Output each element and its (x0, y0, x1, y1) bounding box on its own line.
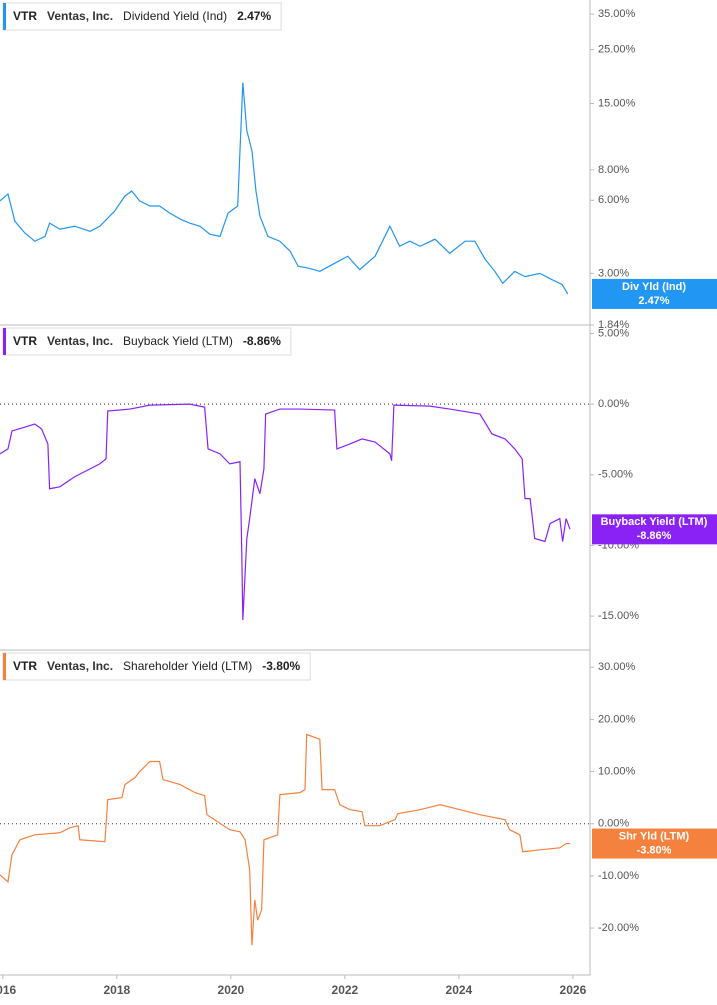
x-tick-label: 2026 (560, 983, 587, 997)
value-box (592, 278, 717, 309)
legend-value: 2.47% (237, 9, 271, 23)
value-box-name: Shr Yld (LTM) (619, 830, 690, 842)
y-tick-label: -20.00% (598, 922, 639, 934)
y-tick-label: 5.00% (598, 327, 629, 339)
y-tick-label: -5.00% (598, 469, 633, 481)
legend-company: Ventas, Inc. (47, 659, 113, 673)
value-box (592, 514, 717, 545)
value-box-value: 2.47% (638, 295, 669, 307)
legend-ticker: VTR (13, 334, 37, 348)
y-tick-label: -15.00% (598, 610, 639, 622)
legend-title: Shareholder Yield (LTM) (123, 659, 252, 673)
y-tick-label: 20.00% (598, 713, 636, 725)
legend-ticker: VTR (13, 659, 37, 673)
value-box-name: Div Yld (Ind) (622, 281, 686, 293)
x-tick-label: 2024 (446, 983, 473, 997)
y-tick-label: 6.00% (598, 194, 629, 206)
y-tick-label: 35.00% (598, 8, 636, 20)
legend-color-bar (3, 3, 6, 30)
series-line (0, 733, 571, 946)
value-box-value: -3.80% (637, 844, 672, 856)
legend-company: Ventas, Inc. (47, 334, 113, 348)
legend-value: -3.80% (262, 659, 300, 673)
value-box-value: -8.86% (637, 530, 672, 542)
y-tick-label: 3.00% (598, 267, 629, 279)
value-box (592, 828, 717, 859)
series-line (0, 82, 569, 295)
x-tick-label: 2020 (218, 983, 245, 997)
legend-color-bar (3, 653, 6, 680)
x-tick-label: 2022 (332, 983, 359, 997)
legend-ticker: VTR (13, 9, 37, 23)
value-box-name: Buyback Yield (LTM) (601, 516, 708, 528)
y-tick-label: 25.00% (598, 44, 636, 56)
legend-title: Buyback Yield (LTM) (123, 334, 233, 348)
y-tick-label: 30.00% (598, 661, 636, 673)
legend-color-bar (3, 328, 6, 355)
y-tick-label: 0.00% (598, 818, 629, 830)
x-tick-label: 2016 (0, 983, 17, 997)
legend-company: Ventas, Inc. (47, 9, 113, 23)
series-line (0, 403, 571, 621)
x-tick-label: 2018 (104, 983, 131, 997)
y-tick-label: -10.00% (598, 870, 639, 882)
legend-value: -8.86% (243, 334, 281, 348)
y-tick-label: 8.00% (598, 164, 629, 176)
y-tick-label: 1.84% (598, 319, 629, 331)
y-tick-label: 0.00% (598, 398, 629, 410)
legend-title: Dividend Yield (Ind) (123, 9, 227, 23)
y-tick-label: 10.00% (598, 765, 636, 777)
y-tick-label: 15.00% (598, 97, 636, 109)
